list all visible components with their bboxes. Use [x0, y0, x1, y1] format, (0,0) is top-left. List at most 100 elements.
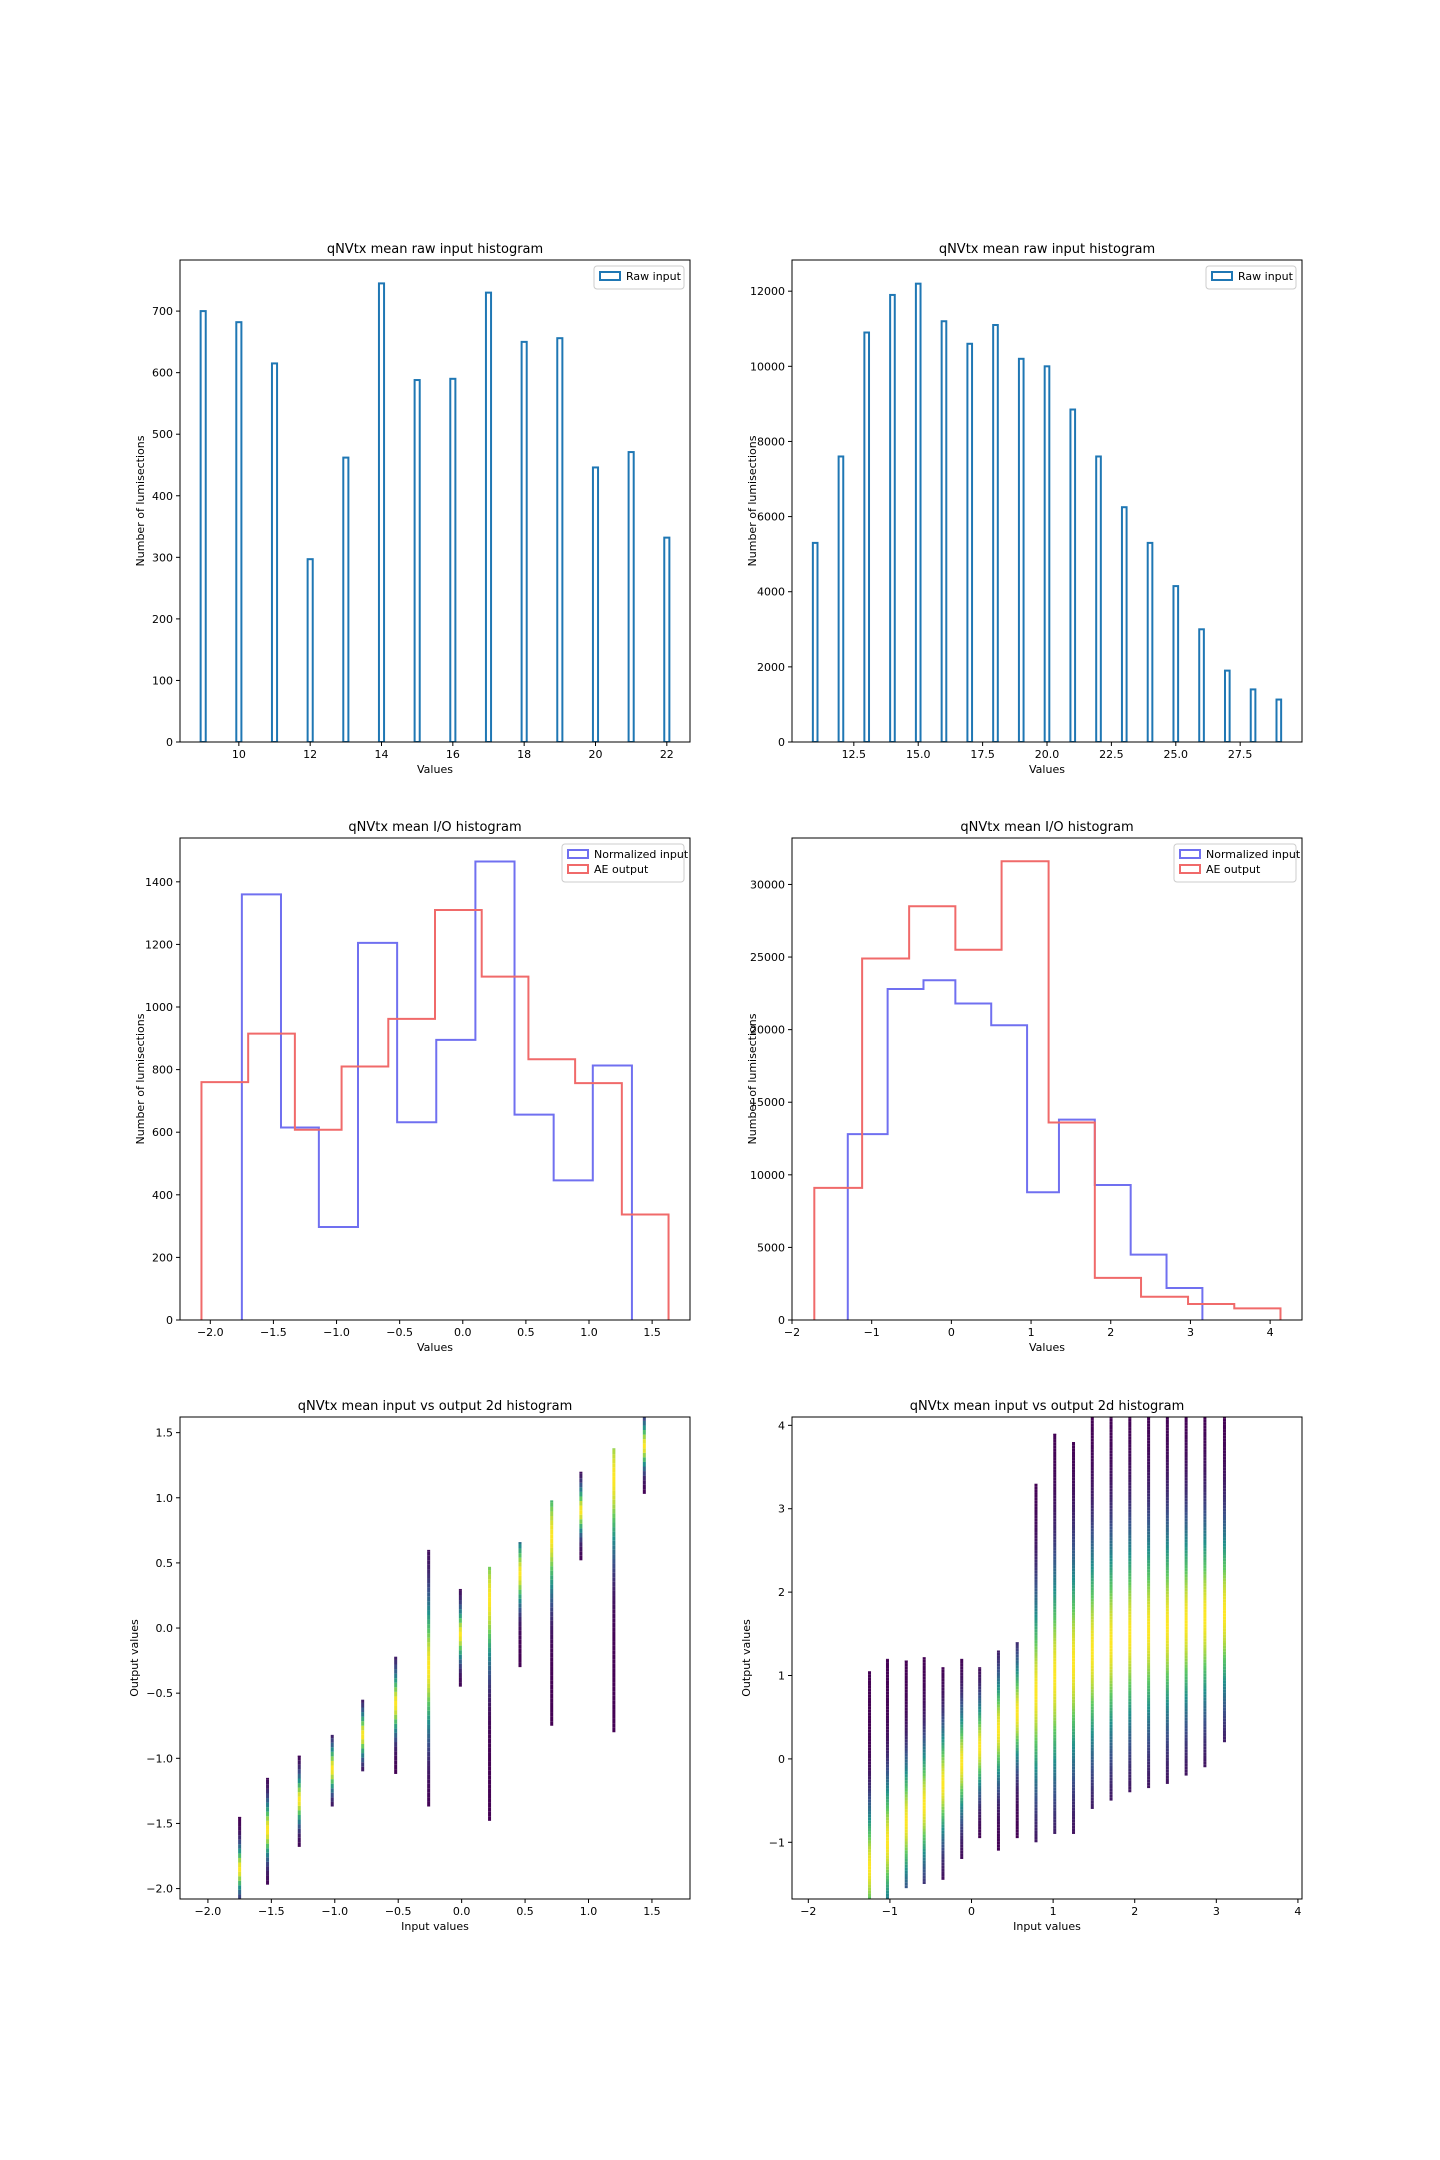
heatmap-cell — [922, 1805, 926, 1809]
heatmap-cell — [960, 1660, 964, 1664]
heatmap-cell — [488, 1752, 492, 1758]
heatmap-cell — [1053, 1594, 1057, 1598]
heatmap-cell — [868, 1776, 872, 1780]
heatmap-cell — [1203, 1449, 1207, 1453]
heatmap-cell — [1128, 1465, 1132, 1469]
histogram-bar — [1198, 628, 1205, 742]
heatmap-cell — [885, 1697, 889, 1701]
heatmap-cell — [885, 1782, 889, 1786]
heatmap-cell — [868, 1750, 872, 1754]
x-tick-label: 0.0 — [454, 1326, 472, 1339]
heatmap-cell — [1128, 1730, 1132, 1734]
heatmap-cell — [868, 1843, 872, 1847]
heatmap-cell — [612, 1458, 616, 1464]
heatmap-cell — [1072, 1755, 1076, 1759]
heatmap-cell — [1034, 1713, 1038, 1717]
heatmap-cell — [1128, 1430, 1132, 1434]
heatmap-cell — [518, 1589, 522, 1595]
heatmap-cell — [1015, 1785, 1019, 1789]
heatmap-cell — [1090, 1604, 1094, 1608]
heatmap-cell — [1147, 1417, 1151, 1421]
x-axis-label: Values — [1029, 763, 1065, 776]
histogram-bar — [1095, 455, 1102, 742]
heatmap-cell — [978, 1776, 982, 1780]
heatmap-cell — [1165, 1678, 1169, 1682]
heatmap-cell — [885, 1767, 889, 1771]
heatmap-cell — [978, 1826, 982, 1830]
heatmap-cell — [941, 1768, 945, 1772]
heatmap-cell — [1015, 1744, 1019, 1748]
heatmap-cell — [1034, 1754, 1038, 1758]
heatmap-cell — [1090, 1806, 1094, 1809]
heatmap-cell — [1034, 1556, 1038, 1560]
x-tick-label: 15.0 — [906, 748, 931, 761]
heatmap-cell — [1128, 1439, 1132, 1443]
heatmap-cell — [1109, 1672, 1113, 1676]
heatmap-cell — [1203, 1501, 1207, 1505]
heatmap-cell — [1128, 1456, 1132, 1460]
heatmap-cell — [1203, 1446, 1207, 1450]
heatmap-cell — [1090, 1444, 1094, 1448]
heatmap-cell — [612, 1531, 616, 1537]
heatmap-cell — [868, 1680, 872, 1684]
heatmap-cell — [1109, 1683, 1113, 1687]
heatmap-cell — [960, 1818, 964, 1822]
heatmap-cell — [1184, 1609, 1188, 1613]
heatmap-cell — [868, 1712, 872, 1716]
heatmap-cell — [1184, 1512, 1188, 1516]
heatmap-cell — [1053, 1603, 1057, 1607]
heatmap-cell — [427, 1683, 431, 1688]
heatmap-cell — [1053, 1635, 1057, 1639]
heatmap-cell — [868, 1823, 872, 1827]
heatmap-cell — [1165, 1529, 1169, 1533]
heatmap-cell — [1034, 1518, 1038, 1522]
heatmap-cell — [1053, 1673, 1057, 1677]
heatmap-cell — [1184, 1705, 1188, 1709]
heatmap-cell — [518, 1621, 522, 1627]
heatmap-cell — [1184, 1577, 1188, 1581]
heatmap-cell — [996, 1733, 1000, 1737]
heatmap-cell — [488, 1811, 492, 1817]
heatmap-cell — [1184, 1763, 1188, 1767]
heatmap-cell — [885, 1683, 889, 1686]
heatmap-cell — [922, 1881, 926, 1884]
heatmap-cell — [1165, 1559, 1169, 1563]
heatmap-cell — [1090, 1779, 1094, 1783]
heatmap-cell — [458, 1609, 462, 1614]
heatmap-cell — [1109, 1453, 1113, 1457]
heatmap-cell — [1128, 1497, 1132, 1501]
heatmap-cell — [1090, 1517, 1094, 1520]
heatmap-cell — [518, 1585, 522, 1590]
heatmap-cell — [1090, 1794, 1094, 1798]
heatmap-cell — [1147, 1420, 1151, 1424]
y-tick-label: 15000 — [750, 1096, 785, 1109]
heatmap-cell — [1128, 1739, 1132, 1743]
heatmap-cell — [922, 1743, 926, 1747]
heatmap-cell — [361, 1702, 365, 1708]
heatmap-cell — [518, 1548, 522, 1554]
heatmap-cell — [427, 1742, 431, 1748]
heatmap-cell — [1128, 1602, 1132, 1606]
heatmap-cell — [1128, 1599, 1132, 1603]
heatmap-cell — [941, 1701, 945, 1705]
heatmap-cell — [885, 1773, 889, 1777]
heatmap-cell — [1034, 1728, 1038, 1732]
heatmap-cell — [361, 1762, 365, 1767]
heatmap-cell — [996, 1765, 1000, 1769]
y-tick-label: 1.5 — [156, 1427, 174, 1440]
heatmap-cell — [427, 1715, 431, 1720]
heatmap-cell — [904, 1853, 908, 1857]
heatmap-cell — [1053, 1705, 1057, 1709]
heatmap-cell — [612, 1709, 616, 1715]
heatmap-cell — [1053, 1831, 1057, 1834]
y-tick-label: 500 — [152, 428, 173, 441]
heatmap-cell — [996, 1730, 1000, 1734]
heatmap-cell — [868, 1697, 872, 1701]
heatmap-cell — [1128, 1763, 1132, 1766]
heatmap-cell — [1165, 1492, 1169, 1495]
heatmap-cell — [1090, 1803, 1094, 1807]
heatmap-cell — [1128, 1690, 1132, 1694]
heatmap-cell — [1184, 1425, 1188, 1429]
heatmap-cell — [904, 1721, 908, 1725]
heatmap-cell — [1109, 1549, 1113, 1553]
